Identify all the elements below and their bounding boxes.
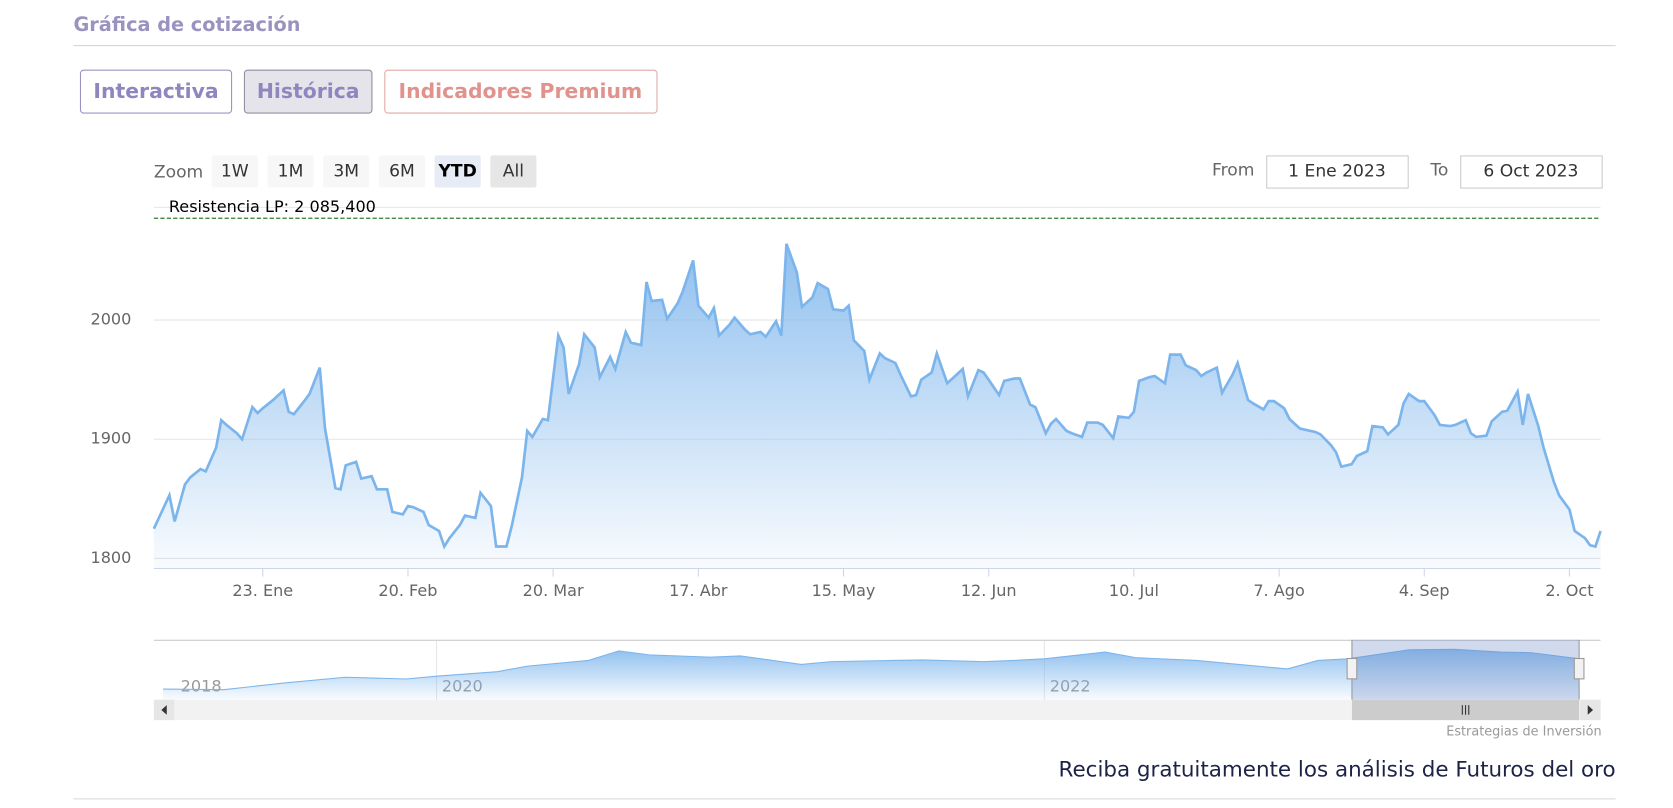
zoom-button-bg [323, 155, 370, 188]
tab[interactable]: Histórica [243, 69, 373, 114]
zoom-button-label: 1M [278, 161, 304, 181]
y-tick-label: 1900 [90, 429, 131, 448]
zoom-button-label: YTD [438, 161, 477, 181]
navigator-handle[interactable] [1346, 657, 1358, 680]
zoom-button-bg [211, 155, 258, 188]
tab-frame [384, 69, 658, 114]
arrow-icon [161, 705, 167, 715]
x-tick-label: 2. Oct [1545, 581, 1593, 600]
x-tick-label: 20. Feb [378, 581, 437, 600]
navigator-mask[interactable] [1351, 639, 1580, 700]
main-chart: 1800 1900 2000 23. Ene 20. Feb 20. Mar 17. Abr… [90, 197, 1602, 600]
tab-label: Histórica [257, 79, 360, 103]
tab-frame [79, 69, 233, 114]
zoom-button[interactable]: 1W [211, 155, 258, 188]
from-input[interactable] [1266, 155, 1409, 189]
x-tick-label: 17. Abr [669, 581, 728, 600]
x-tick-label: 23. Ene [232, 581, 293, 600]
resistance-label: Resistencia LP: 2 085,400 [169, 197, 376, 216]
tab[interactable]: Indicadores Premium [384, 69, 658, 114]
zoom-button-bg [267, 155, 314, 188]
zoom-button-bg [490, 155, 537, 188]
to-input[interactable] [1460, 155, 1603, 189]
zoom-button[interactable]: YTD [434, 155, 481, 188]
zoom-button[interactable]: 6M [378, 155, 425, 188]
from-label: From [1212, 160, 1254, 180]
credits: Estrategias de Inversión [1446, 724, 1601, 739]
zoom-button-label: 6M [389, 161, 415, 181]
navigator: 201820202022 [162, 640, 1580, 700]
tab-label: Indicadores Premium [399, 79, 643, 103]
to-label: To [1429, 160, 1448, 180]
scrollbar-track[interactable] [153, 699, 1601, 721]
zoom-button-bg [434, 155, 481, 188]
zoom-button[interactable]: All [490, 155, 537, 188]
scrollbar-grip [1461, 705, 1470, 715]
y-tick-label: 2000 [90, 310, 131, 329]
zoom-button[interactable]: 3M [323, 155, 370, 188]
zoom-buttons: 1W 1M 3M 6M YTD All [211, 155, 537, 188]
footer-link[interactable]: Reciba gratuitamente los análisis de Fut… [1059, 757, 1616, 782]
zoom-button-bg [378, 155, 425, 188]
x-tick-label: 10. Jul [1109, 581, 1159, 600]
tab[interactable]: Interactiva [79, 69, 233, 114]
navigator-handle[interactable] [1573, 657, 1585, 680]
x-tick-label: 15. May [812, 581, 876, 600]
price-line [152, 243, 1602, 550]
zoom-button-label: 3M [333, 161, 359, 181]
x-tick-label: 12. Jun [961, 581, 1017, 600]
zoom-button-label: 1W [221, 161, 249, 181]
y-tick-label: 1800 [90, 548, 131, 567]
from-value: 1 Ene 2023 [1288, 161, 1386, 181]
area-fill [153, 243, 1601, 568]
tab-label: Interactiva [93, 79, 218, 103]
x-tick-label: 4. Sep [1399, 581, 1450, 600]
to-value: 6 Oct 2023 [1483, 161, 1578, 181]
zoom-label: Zoom [154, 163, 203, 183]
zoom-button-label: All [503, 161, 524, 181]
section-title: Gráfica de cotización [74, 13, 301, 36]
tab-frame [243, 69, 373, 114]
x-tick-label: 20. Mar [523, 581, 584, 600]
arrow-icon [1587, 705, 1594, 715]
x-tick-label: 7. Ago [1253, 581, 1304, 600]
area-fill [162, 649, 1580, 700]
zoom-button[interactable]: 1M [267, 155, 314, 188]
price-line [162, 648, 1580, 691]
